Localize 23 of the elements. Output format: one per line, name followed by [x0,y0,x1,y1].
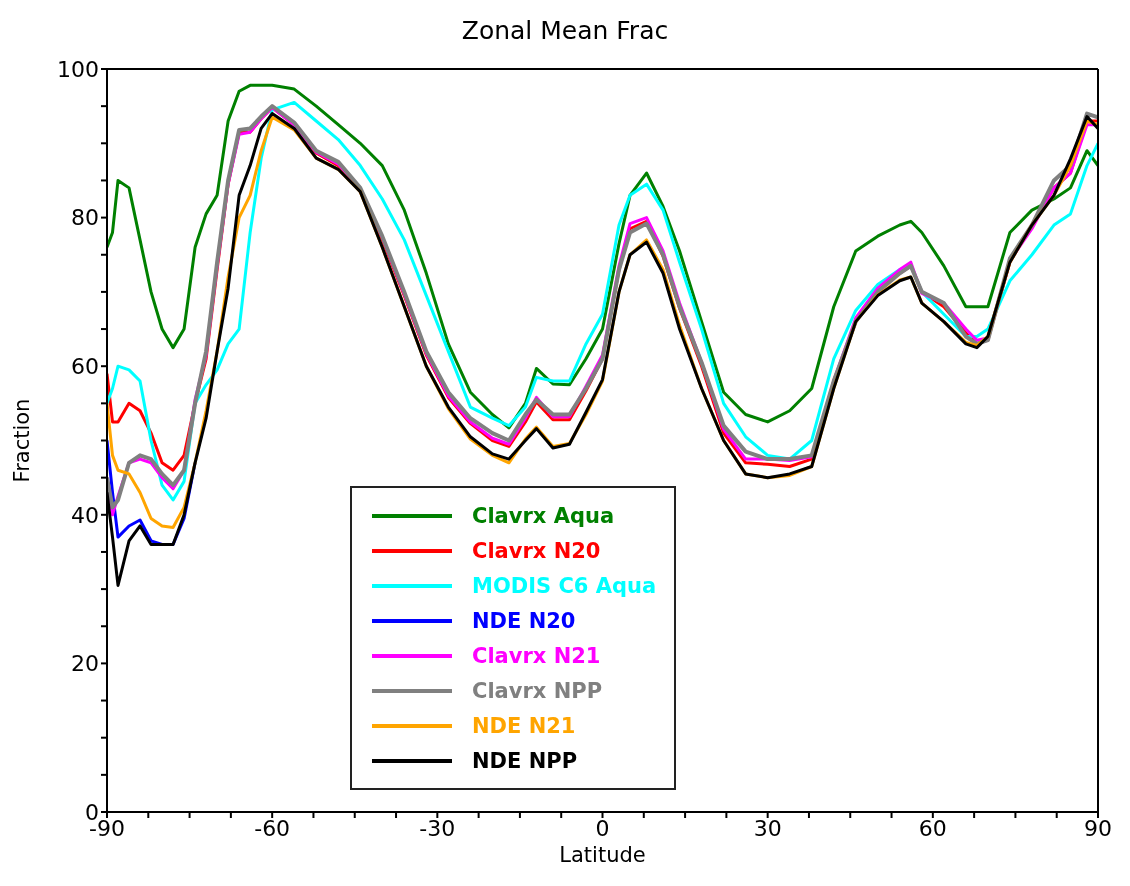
x-tick-label: 60 [918,815,947,841]
legend-label: NDE N21 [472,713,576,738]
y-tick-label: 100 [57,56,99,82]
line-series [107,83,1098,430]
legend-label: NDE N20 [472,608,576,633]
y-tick-label: 20 [71,651,99,677]
legend-label: Clavrx NPP [472,678,603,703]
legend-label: MODIS C6 Aqua [472,573,657,598]
y-tick-label: 60 [71,354,99,380]
x-axis-title: Latitude [559,843,646,867]
x-tick-label: 0 [595,815,610,841]
legend-label: Clavrx N21 [472,643,601,668]
chart-title: Zonal Mean Frac [460,16,670,45]
x-tick-label: -60 [254,815,291,841]
legend-label: NDE NPP [472,748,578,773]
legend-label: Clavrx N20 [472,538,601,563]
y-tick-label: 40 [71,502,99,528]
y-axis-title: Fraction [10,398,35,483]
x-tick-label: 30 [753,815,782,841]
x-tick-label: -30 [419,815,456,841]
x-tick-label: 90 [1084,815,1112,841]
y-tick-label: 80 [71,205,99,231]
legend-label: Clavrx Aqua [472,503,615,528]
